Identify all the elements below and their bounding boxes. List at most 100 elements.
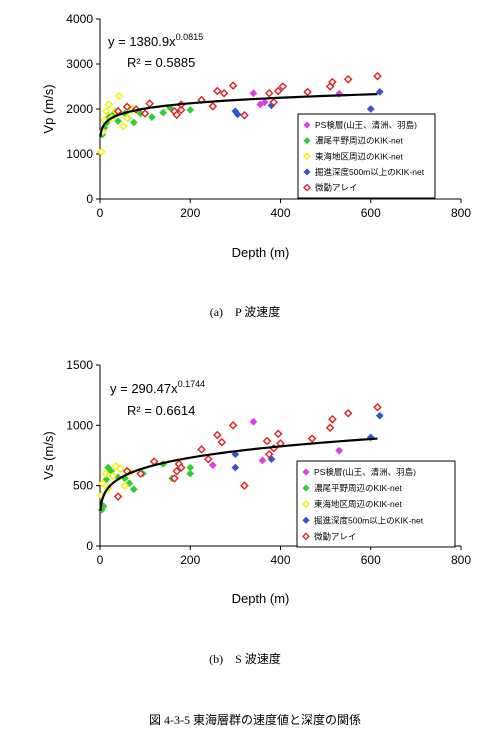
data-point-tokai	[102, 106, 111, 116]
data-point-nobi	[186, 463, 195, 472]
data-point-array	[217, 437, 227, 447]
data-point-array	[136, 469, 145, 478]
data-point-array	[140, 109, 150, 118]
legend-label: 濃尾平野周辺のKIK-net	[315, 136, 403, 146]
x-tick-label: 600	[361, 206, 381, 220]
data-point-array	[176, 105, 186, 115]
data-point-tokai	[101, 469, 110, 478]
data-point-tokai	[122, 113, 132, 123]
data-point-array	[343, 75, 353, 84]
data-point-tokai	[98, 478, 107, 488]
data-point-nobi	[129, 485, 138, 494]
legend-label: PS検層(山王、清洲、羽島)	[314, 467, 416, 477]
data-point-deep	[231, 463, 240, 472]
y-tick-label: 500	[73, 479, 93, 493]
panel-s-wave-chart: 0 500 1000 1500 0 200 400 600 800 Depth (m) Vs (m/…	[41, 358, 471, 666]
data-point-array	[325, 423, 335, 433]
data-point-deep	[231, 450, 240, 459]
data-point-PS	[249, 417, 258, 426]
data-point-array	[343, 408, 353, 418]
data-point-array	[197, 445, 206, 454]
y-tick-label: 0	[86, 539, 93, 553]
fit-curve	[99, 93, 378, 137]
data-point-nobi	[114, 117, 122, 126]
data-point-array	[273, 86, 283, 96]
y-tick-label: 2000	[66, 102, 93, 116]
y-tick-label: 1500	[66, 358, 93, 372]
legend-label: 掘進深度500m以上のKIK-net	[314, 515, 424, 525]
legend-label: 掘進深度500m以上のKIK-net	[315, 167, 425, 177]
data-point-tokai	[120, 481, 130, 490]
fit-equation: y = 290.47x0.1744	[110, 379, 205, 396]
legend: PS検層(山王、清洲、羽島) 濃尾平野周辺のKIK-net 東海地区周辺のKIK-n…	[297, 113, 436, 199]
data-point-array	[373, 402, 382, 412]
data-point-tokai	[119, 121, 128, 131]
data-point-tokai	[116, 464, 125, 474]
data-point-array	[303, 87, 312, 97]
legend-marker-nobi	[302, 484, 310, 492]
data-point-deep	[375, 88, 384, 96]
data-point-array	[113, 492, 123, 501]
data-point-array	[122, 102, 132, 112]
legend-box	[296, 460, 456, 548]
data-point-array	[213, 430, 222, 440]
x-axis-title: Depth (m)	[232, 245, 290, 260]
legend-marker-nobi	[303, 137, 311, 145]
y-tick-label: 4000	[66, 12, 93, 26]
data-point-array	[264, 88, 274, 98]
data-point-array	[219, 88, 229, 98]
data-point-array	[373, 71, 382, 81]
legend-marker-array	[302, 532, 310, 541]
data-point-array	[172, 466, 182, 476]
legend-label: PS検層(山王、清洲、羽島)	[315, 120, 417, 130]
data-point-tokai	[114, 91, 124, 101]
data-point-array	[328, 415, 337, 424]
fit-curve	[99, 437, 378, 512]
panel-label: (a) P 波速度	[210, 304, 281, 319]
data-point-tokai	[111, 462, 121, 471]
x-tick-label: 400	[270, 553, 290, 567]
data-point-tokai	[108, 471, 117, 481]
x-tick-label: 800	[451, 206, 471, 220]
data-point-nobi	[186, 469, 195, 478]
data-point-PS	[208, 461, 217, 470]
data-point-deep	[366, 105, 375, 113]
data-point-deep	[366, 433, 375, 442]
data-point-array	[228, 421, 238, 430]
data-point-array	[307, 434, 317, 443]
data-point-array	[204, 454, 213, 464]
legend: PS検層(山王、清洲、羽島) 濃尾平野周辺のKIK-net 東海地区周辺のKIK-n…	[296, 460, 456, 548]
data-point-nobi	[186, 106, 195, 114]
data-point-array	[240, 481, 249, 490]
data-point-deep	[233, 110, 242, 119]
data-point-nobi	[125, 479, 134, 488]
legend-label: 微動アレイ	[314, 531, 357, 541]
legend-marker-tokai	[302, 500, 310, 509]
x-axis-title: Depth (m)	[232, 591, 290, 606]
x-tick-label: 200	[180, 206, 200, 220]
data-point-tokai	[104, 100, 114, 109]
data-point-array	[172, 110, 182, 120]
data-point-array	[328, 77, 337, 87]
legend-marker-PS	[302, 468, 310, 476]
data-point-array	[278, 82, 288, 91]
legend-marker-deep	[303, 168, 311, 176]
x-tick-label: 800	[451, 553, 471, 567]
legend-marker-tokai	[303, 152, 311, 161]
data-point-array	[213, 86, 222, 96]
data-point-array	[145, 99, 154, 108]
data-point-PS	[249, 89, 258, 98]
data-point-array	[170, 474, 179, 483]
r-squared-label: R² = 0.5885	[127, 55, 195, 70]
data-point-nobi	[159, 108, 168, 117]
y-tick-label: 1000	[66, 418, 93, 432]
x-tick-label: 0	[97, 206, 104, 220]
legend-marker-PS	[303, 121, 311, 129]
y-tick-label: 3000	[66, 57, 93, 71]
data-point-PS	[335, 446, 344, 455]
panel-p-wave-chart: 0 1000 2000 3000 4000 0 200 400 600 800 Depth (m) V…	[41, 12, 471, 319]
data-point-array	[240, 111, 249, 120]
x-tick-label: 200	[180, 553, 200, 567]
data-point-array	[208, 102, 218, 111]
data-point-array	[262, 436, 272, 446]
